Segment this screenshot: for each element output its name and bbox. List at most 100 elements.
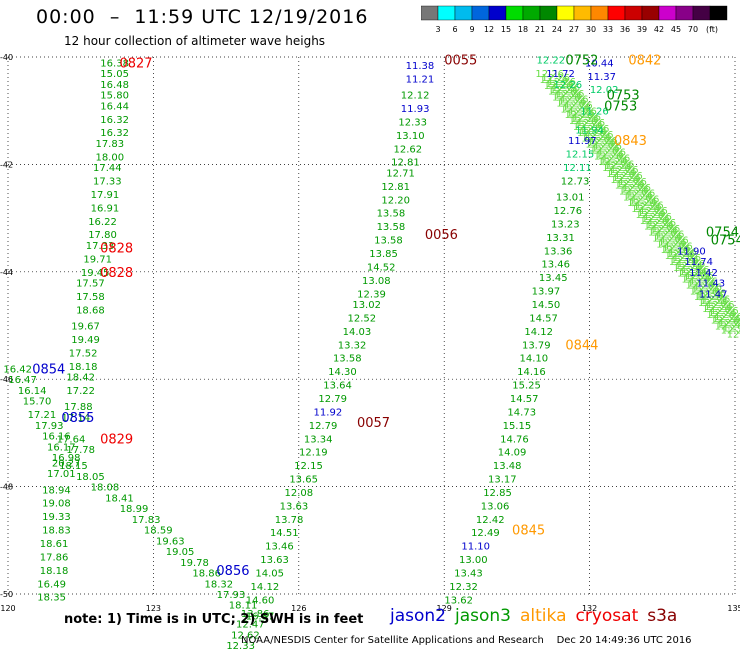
- wave-height-point: 12.76: [553, 206, 582, 217]
- dense-track-point: 12.26: [675, 261, 704, 272]
- wave-height-point: 17.64: [57, 434, 86, 445]
- wave-height-point: 13.48: [493, 461, 522, 472]
- wave-height-point: 17.86: [40, 552, 69, 563]
- scale-label: 27: [569, 25, 579, 34]
- dense-track-point: 12.26: [681, 265, 710, 276]
- wave-height-point: 18.18: [40, 566, 69, 577]
- wave-height-point: 12.26: [553, 80, 582, 91]
- wave-height-point: 13.00: [459, 555, 488, 566]
- dense-track-point: 12.26: [612, 173, 641, 184]
- scale-label: 3: [435, 25, 440, 34]
- pass-time-label: 0829: [100, 432, 133, 447]
- dense-track-point: 12.26: [666, 249, 695, 260]
- wave-height-point: 12.33: [226, 641, 255, 650]
- wave-height-point: 13.17: [488, 475, 517, 486]
- chart-title: 00:00 – 11:59 UTC 12/19/2016: [36, 6, 369, 28]
- wave-height-point: 12.19: [299, 448, 328, 459]
- wave-height-point: 11.43: [696, 279, 725, 290]
- pass-time-label: 0842: [628, 54, 661, 69]
- wave-height-point: 11.92: [314, 407, 343, 418]
- wave-height-point: 18.32: [205, 579, 234, 590]
- wave-height-point: 13.46: [541, 260, 570, 271]
- dense-track-point: 12.26: [606, 169, 635, 180]
- scale-label: 21: [535, 25, 545, 34]
- wave-height-point: 13.46: [265, 542, 294, 553]
- x-tick-label: 135: [727, 604, 740, 613]
- satellite-legend: jason2 jason3 altika cryosat s3a: [390, 606, 686, 626]
- dense-track-point: 12.26: [571, 114, 600, 125]
- pass-time-label: 0056: [425, 228, 458, 243]
- wave-height-point: 18.42: [66, 373, 95, 384]
- dense-track-point: 12.26: [637, 208, 666, 219]
- pass-time-label: 0752: [565, 54, 598, 69]
- legend-entry: jason3: [455, 606, 511, 626]
- dense-track-point: 12.26: [608, 167, 637, 178]
- dense-track-point: 12.26: [575, 120, 604, 131]
- wave-height-point: 17.83: [132, 515, 161, 526]
- scale-label: 9: [469, 25, 474, 34]
- dense-track-point: 12.26: [652, 224, 681, 235]
- wave-height-point: 18.05: [76, 472, 105, 483]
- pass-time-label: 0854: [32, 362, 65, 377]
- wave-height-point: 16.16: [42, 432, 71, 443]
- dense-track-point: 12.26: [579, 126, 608, 137]
- dense-track-point: 12.26: [660, 236, 689, 247]
- dense-track-point: 12.26: [679, 267, 708, 278]
- dense-track-point: 12.26: [619, 187, 648, 198]
- dense-track-point: 12.26: [581, 124, 610, 135]
- dense-track-point: 12.26: [700, 296, 729, 307]
- dense-track-point: 12.26: [696, 290, 725, 301]
- pass-time-label: 0855: [61, 411, 94, 426]
- dense-track-point: 12.26: [677, 259, 706, 270]
- wave-height-point: 13.58: [374, 236, 403, 247]
- dense-track-point: 12.26: [591, 144, 620, 155]
- dense-track-point: 12.26: [668, 247, 697, 258]
- dense-track-point: 12.26: [560, 104, 589, 115]
- dense-track-point: 12.26: [718, 318, 740, 329]
- dense-track-point: 12.26: [723, 324, 740, 335]
- dense-track-point: 12.26: [627, 198, 656, 209]
- dense-track-point: 12.26: [683, 273, 712, 284]
- wave-height-point: 13.64: [323, 381, 352, 392]
- wave-height-point: 18.86: [192, 569, 221, 580]
- dense-track-point: 12.26: [693, 283, 722, 294]
- wave-height-point: 19.49: [71, 335, 100, 346]
- dense-track-point: 12.26: [583, 132, 612, 143]
- wave-height-point: 11.93: [401, 104, 430, 115]
- y-tick-label: -46: [0, 375, 13, 384]
- dense-track-point: 12.26: [681, 275, 710, 286]
- wave-height-point: 17.01: [47, 469, 76, 480]
- dense-track-point: 12.26: [689, 277, 718, 288]
- wave-height-point: 14.03: [343, 327, 372, 338]
- dense-track-point: 12.26: [662, 243, 691, 254]
- scale-label: 36: [620, 25, 630, 34]
- dense-track-point: 12.26: [665, 251, 694, 262]
- wave-height-point: 16.87: [246, 611, 275, 622]
- dense-track-point: 12.26: [550, 85, 579, 96]
- dense-track-point: 12.26: [673, 263, 702, 274]
- wave-height-point: 19.33: [42, 512, 71, 523]
- wave-height-point: 12.33: [398, 117, 427, 128]
- wave-height-point: 12.15: [566, 150, 595, 161]
- wave-height-point: 12.39: [357, 289, 386, 300]
- dense-track-point: 12.26: [671, 255, 700, 266]
- dense-track-point: 12.26: [547, 77, 576, 88]
- wave-height-point: 11.21: [406, 74, 435, 85]
- note-text: note: 1) Time is in UTC; 2) SWH is in fe…: [64, 612, 364, 627]
- dense-track-point: 12.26: [556, 89, 585, 100]
- dense-track-point: 12.26: [602, 163, 631, 174]
- wave-height-point: 12.81: [381, 182, 410, 193]
- wave-height-point: 18.99: [120, 504, 149, 515]
- wave-height-point: 13.85: [369, 249, 398, 260]
- dense-track-point: 12.26: [585, 140, 614, 151]
- wave-height-point: 15.25: [512, 381, 541, 392]
- wave-height-point: 11.42: [689, 268, 718, 279]
- legend-entry: cryosat: [575, 606, 639, 626]
- dense-track-point: 12.26: [640, 216, 669, 227]
- dense-track-point: 12.26: [704, 302, 733, 313]
- wave-height-point: 13.58: [377, 209, 406, 220]
- wave-height-point: 18.83: [42, 526, 71, 537]
- wave-height-point: 13.23: [551, 219, 580, 230]
- pass-time-label: 0827: [119, 56, 152, 71]
- pass-time-label: 0856: [216, 564, 249, 579]
